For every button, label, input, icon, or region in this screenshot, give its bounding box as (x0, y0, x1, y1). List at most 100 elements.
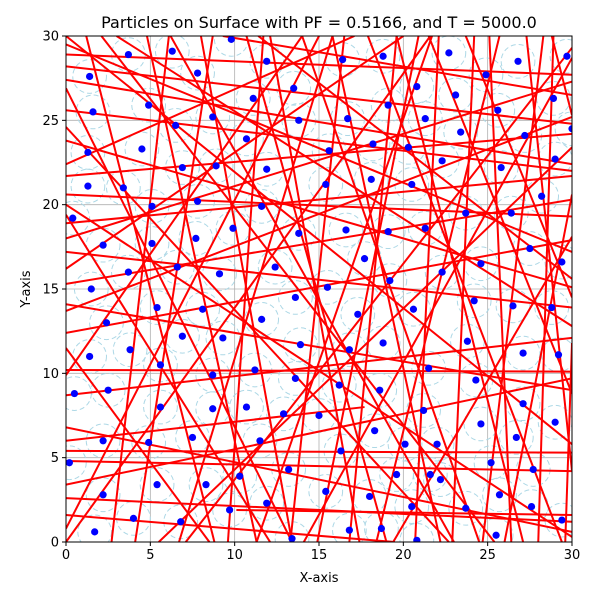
particle-radius-circle (482, 477, 517, 513)
particle-radius-circle (399, 522, 435, 542)
particle-point (438, 157, 446, 165)
particle-radius-circle (274, 521, 310, 542)
particle-point (236, 472, 244, 480)
particle-radius-circle (495, 288, 531, 324)
particle-point (558, 516, 566, 524)
particle-radius-circle (257, 249, 293, 285)
particle-point (212, 162, 220, 170)
particle-point (178, 163, 186, 172)
x-tick-label: 20 (395, 548, 412, 563)
particle-radius-circle (66, 445, 87, 481)
particle-point (452, 91, 460, 99)
segment-line (66, 377, 572, 486)
particle-point (66, 459, 73, 467)
particle-point (192, 234, 200, 242)
particle-point (404, 143, 412, 151)
chart-title: Particles on Surface with PF = 0.5166, a… (101, 13, 537, 32)
segment-line (375, 36, 501, 542)
particle-point (408, 502, 416, 511)
particle-point (153, 303, 161, 312)
segment-line (503, 194, 572, 542)
particle-point (251, 366, 259, 374)
particle-point (512, 433, 520, 442)
particle-radius-circle (340, 296, 376, 332)
particle-radius-circle (154, 36, 190, 69)
segment-line (66, 347, 211, 542)
particle-radius-circle (131, 87, 167, 123)
particle-point (477, 420, 485, 428)
particle-radius-circle (205, 320, 241, 356)
particle-point (463, 337, 472, 345)
particle-radius-circle (399, 69, 435, 104)
segment-line (66, 449, 572, 454)
segment-line (348, 36, 398, 542)
particle-point (421, 224, 429, 232)
particle-point (91, 528, 99, 536)
particle-point (193, 197, 202, 205)
particle-point (322, 180, 330, 189)
particle-point (497, 163, 505, 172)
particle-point (102, 319, 111, 327)
segment-line (110, 36, 170, 542)
y-tick-label: 15 (42, 283, 59, 298)
particle-point (285, 465, 293, 474)
particle-point (438, 268, 446, 276)
particle-radius-circle (70, 168, 106, 204)
particle-point (295, 116, 303, 124)
particle-radius-circle (283, 327, 318, 363)
particle-point (202, 481, 210, 489)
particle-radius-circle (554, 111, 572, 147)
particle-point (344, 115, 352, 123)
y-tick-label: 25 (42, 114, 59, 129)
segment-line (257, 36, 572, 280)
particle-point (495, 491, 504, 499)
x-axis-ticks: 0 5 10 15 20 25 30 (62, 542, 580, 563)
segment-line (525, 36, 572, 472)
particle-point (124, 268, 133, 276)
particle-radius-circle (143, 389, 178, 425)
particle-radius-circle (180, 55, 215, 91)
segment-line (564, 342, 572, 542)
particle-point (526, 244, 534, 253)
particle-radius-circle (328, 212, 364, 248)
particle-radius-circle (185, 291, 220, 327)
particle-point (263, 165, 271, 173)
particle-point (99, 241, 107, 249)
particle-point (138, 145, 146, 153)
particle-point (279, 410, 288, 418)
particle-point (551, 155, 559, 163)
y-tick-label: 20 (42, 198, 59, 213)
particle-point (409, 305, 418, 313)
particle-point (521, 131, 529, 140)
particle-point (209, 113, 217, 121)
particle-point (226, 506, 234, 514)
segment-line (178, 36, 334, 542)
segment-line (66, 203, 572, 538)
particle-point (433, 440, 441, 448)
particle-point (507, 209, 515, 217)
particle-radius-circle (353, 162, 389, 197)
particle-point (86, 72, 94, 81)
particle-radius-circle (549, 38, 572, 74)
segment-line (66, 43, 572, 253)
particle-point (173, 263, 181, 271)
particle-radius-circle (331, 512, 367, 542)
segment-line (395, 36, 525, 542)
particle-point (119, 184, 127, 192)
particle-point (322, 487, 330, 495)
particle-radius-circle (478, 517, 514, 542)
particle-point (436, 475, 445, 484)
particle-point (99, 437, 107, 445)
particle-point (271, 263, 279, 271)
segment-line (66, 497, 572, 523)
particle-point (529, 465, 537, 474)
particle-radius-circle (387, 426, 423, 462)
particle-radius-circle (347, 241, 382, 277)
particle-radius-circle (463, 406, 499, 442)
y-tick-label: 5 (51, 451, 59, 466)
particle-point (426, 470, 434, 479)
particle-point (384, 228, 392, 236)
particle-point (377, 524, 386, 533)
segment-line (66, 36, 355, 166)
